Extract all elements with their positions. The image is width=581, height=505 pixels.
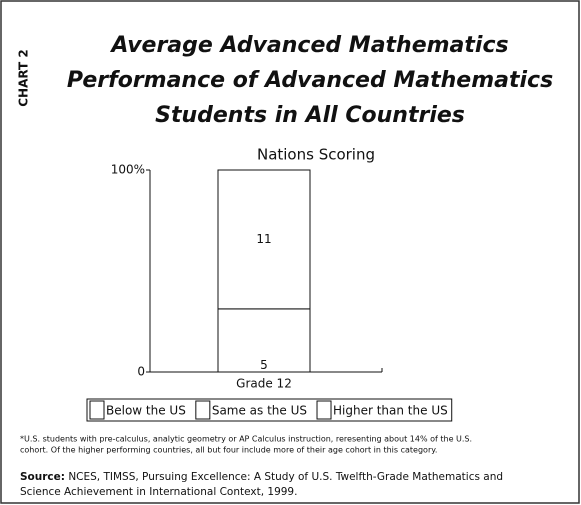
chart-subtitle: Nations Scoring <box>257 146 375 164</box>
legend-box <box>86 398 453 422</box>
footnote: *U.S. students with pre-calculus, analyt… <box>20 435 472 444</box>
source-line: Source: NCES, TIMSS, Pursuing Excellence… <box>20 471 503 483</box>
y-tick-label: 0 <box>137 365 145 379</box>
chart-title: Students in All Countries <box>155 103 465 128</box>
legend: Below the US Same as the US Higher than th… <box>86 398 453 422</box>
x-tick-label: Grade 12 <box>236 377 292 391</box>
legend-label: Higher than the US <box>333 404 448 418</box>
legend-swatch <box>89 400 105 420</box>
legend-swatch <box>195 400 211 420</box>
data-label: 5 <box>260 358 268 372</box>
legend-swatch <box>316 400 332 420</box>
source-label: Source: <box>20 471 65 483</box>
data-label: 11 <box>256 232 271 246</box>
legend-label: Same as the US <box>212 404 307 418</box>
y-tick-label: 100% <box>111 163 145 177</box>
legend-label: Below the US <box>106 404 186 418</box>
chart-title: Average Advanced Mathematics <box>109 33 508 58</box>
source-text: NCES, TIMSS, Pursuing Excellence: A Stud… <box>65 471 503 483</box>
bar-segment <box>217 169 311 310</box>
footnote: cohort. Of the higher performing countri… <box>20 446 437 455</box>
side-label: CHART 2 <box>17 49 31 107</box>
source-line: Science Achievement in International Con… <box>20 486 297 498</box>
chart-title: Performance of Advanced Mathematics <box>67 68 553 93</box>
bar-segment <box>217 308 311 373</box>
